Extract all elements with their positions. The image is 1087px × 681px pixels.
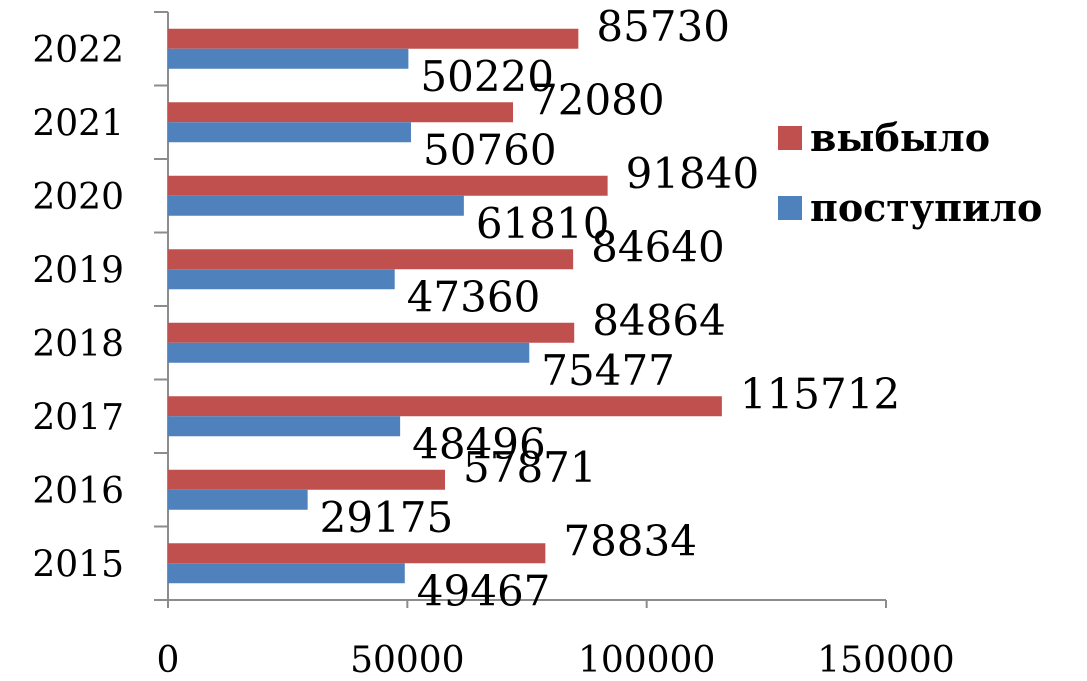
y-tick-label: 2021: [32, 103, 124, 144]
data-label-postupilo-2021: 50760: [423, 125, 557, 174]
data-label-postupilo-2016: 29175: [320, 493, 454, 542]
legend-label-vybylo: выбыло: [810, 115, 990, 160]
data-label-postupilo-2017: 48496: [412, 419, 546, 468]
bar-postupilo-2020: [168, 195, 464, 216]
bar-vybylo-2015: [168, 543, 546, 564]
data-label-vybylo-2017: 115712: [740, 369, 900, 418]
data-label-postupilo-2022: 50220: [420, 52, 554, 101]
bar-vybylo-2022: [168, 28, 579, 49]
legend: выбыло поступило: [778, 115, 1042, 230]
bar-vybylo-2016: [168, 469, 446, 490]
bar-postupilo-2018: [168, 342, 530, 363]
y-tick-label: 2018: [32, 324, 124, 365]
x-tick-label: 150000: [817, 640, 954, 681]
x-tick-label: 0: [157, 640, 180, 681]
y-tick-label: 2017: [32, 397, 124, 438]
x-tick-label: 100000: [578, 640, 715, 681]
tick-labels: 0 50000 100000 150000 2015 2016 2017 2018 2019 20…: [32, 30, 954, 681]
bar-vybylo-2019: [168, 249, 574, 270]
bar-vybylo-2018: [168, 322, 575, 343]
bar-postupilo-2016: [168, 489, 308, 510]
legend-swatch-vybylo: [778, 126, 802, 150]
legend-swatch-postupilo: [778, 196, 802, 220]
bar-vybylo-2020: [168, 175, 608, 196]
data-label-vybylo-2015: 78834: [563, 516, 697, 565]
x-tick-label: 50000: [350, 640, 465, 681]
data-label-vybylo-2020: 91840: [626, 149, 760, 198]
bar-postupilo-2017: [168, 416, 401, 437]
data-label-postupilo-2018: 75477: [541, 346, 675, 395]
bar-postupilo-2015: [168, 563, 405, 584]
data-label-vybylo-2018: 84864: [592, 296, 726, 345]
data-label-postupilo-2020: 61810: [476, 199, 610, 248]
data-label-vybylo-2019: 84640: [591, 222, 725, 271]
bar-postupilo-2019: [168, 269, 395, 290]
data-label-vybylo-2022: 85730: [596, 2, 730, 51]
data-label-vybylo-2016: 57871: [463, 443, 597, 492]
legend-label-postupilo: поступило: [810, 185, 1042, 230]
bars: [168, 28, 722, 584]
y-tick-label: 2016: [32, 471, 124, 512]
bar-postupilo-2021: [168, 122, 411, 143]
data-label-postupilo-2019: 47360: [407, 272, 541, 321]
bar-vybylo-2021: [168, 102, 514, 123]
y-tick-label: 2022: [32, 30, 124, 71]
y-tick-label: 2020: [32, 177, 124, 218]
bar-vybylo-2017: [168, 396, 722, 417]
data-label-vybylo-2021: 72080: [531, 75, 665, 124]
data-label-postupilo-2015: 49467: [417, 566, 551, 615]
bar-postupilo-2022: [168, 48, 409, 69]
y-tick-label: 2019: [32, 250, 124, 291]
y-tick-label: 2015: [32, 544, 124, 585]
